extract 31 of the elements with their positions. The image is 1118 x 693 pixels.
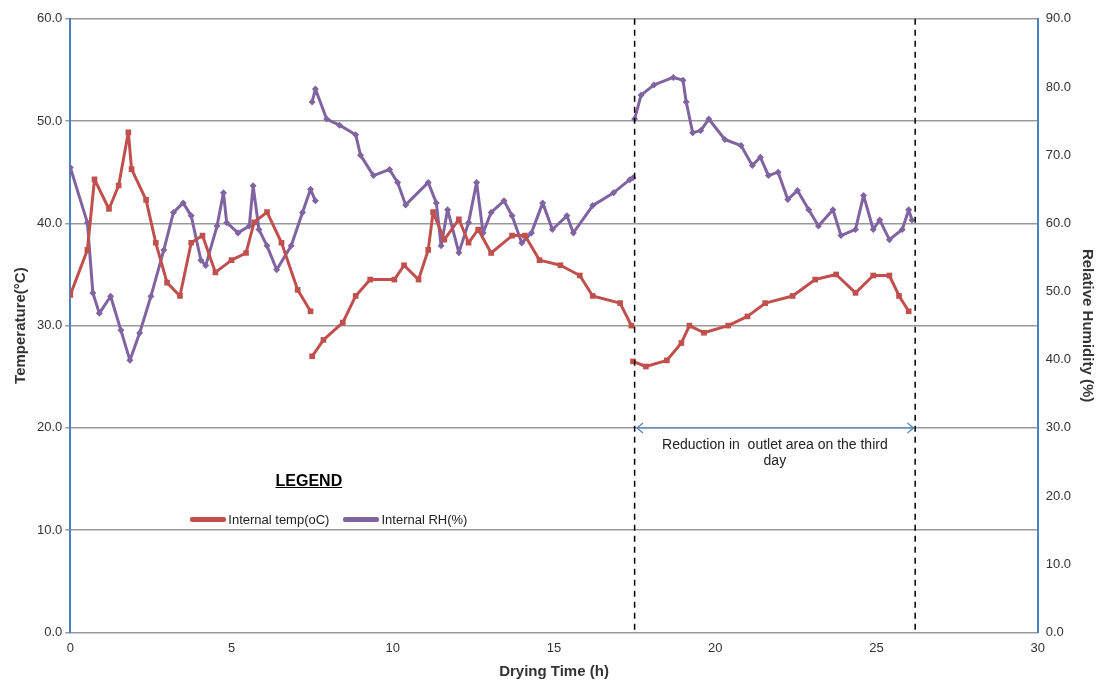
y-tick-label: 10.0 bbox=[36, 521, 63, 537]
y2-tick-label: 30.0 bbox=[1045, 419, 1072, 435]
y-tick-label: 60.0 bbox=[36, 10, 63, 26]
y-tick-label: 30.0 bbox=[36, 317, 63, 333]
x-tick-label: 5 bbox=[227, 639, 236, 655]
y2-axis-title: Relative Humidity (%) bbox=[1079, 248, 1097, 403]
x-tick-label: 0 bbox=[66, 639, 74, 655]
x-axis-title: Drying Time (h) bbox=[499, 662, 609, 680]
y-tick-label: 40.0 bbox=[36, 214, 63, 230]
y2-tick-label: 50.0 bbox=[1045, 283, 1072, 299]
legend-title: LEGEND bbox=[275, 472, 343, 491]
y-tick-label: 0.0 bbox=[44, 623, 63, 639]
y-axis-title: Temperature(°C) bbox=[11, 267, 29, 384]
y2-tick-label: 20.0 bbox=[1045, 487, 1072, 503]
y-tick-label: 20.0 bbox=[36, 419, 63, 435]
x-tick-label: 20 bbox=[708, 639, 723, 655]
y2-tick-label: 0.0 bbox=[1045, 623, 1064, 639]
y2-tick-label: 60.0 bbox=[1045, 214, 1072, 230]
x-tick-label: 10 bbox=[385, 639, 400, 655]
y2-tick-label: 70.0 bbox=[1045, 146, 1072, 162]
y-tick-label: 50.0 bbox=[36, 112, 63, 128]
legend-label: Internal temp(oC) bbox=[228, 512, 330, 528]
legend-label: Internal RH(%) bbox=[381, 512, 468, 528]
y2-tick-label: 90.0 bbox=[1045, 10, 1072, 26]
x-tick-label: 15 bbox=[546, 639, 562, 655]
y2-tick-label: 80.0 bbox=[1045, 78, 1072, 94]
y2-tick-label: 10.0 bbox=[1045, 555, 1072, 571]
y2-tick-label: 40.0 bbox=[1045, 351, 1072, 367]
annotation: Reduction in outlet area on the third day bbox=[654, 436, 895, 469]
x-tick-label: 30 bbox=[1030, 639, 1045, 655]
x-tick-label: 25 bbox=[869, 639, 884, 655]
